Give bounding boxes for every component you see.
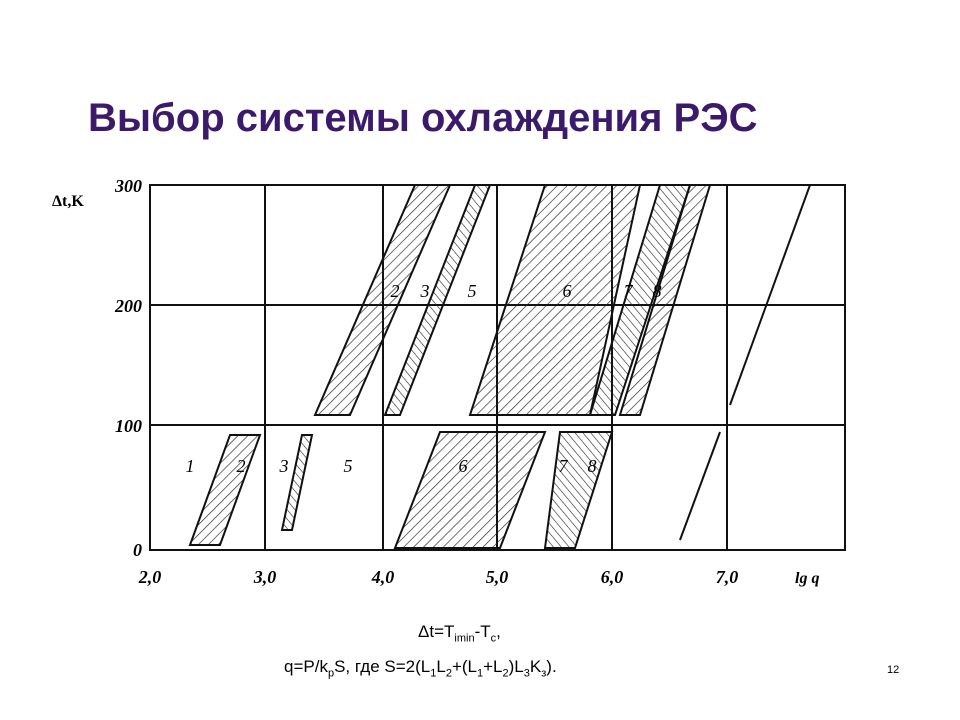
zone-label: 2 (391, 281, 400, 301)
x-tick-label: 7,0 (716, 567, 739, 587)
formula-text: -T (474, 622, 491, 641)
formula-text: )L (508, 657, 524, 676)
x-tick-label: 5,0 (486, 567, 509, 587)
zone-label: 3 (279, 456, 289, 476)
slide-title: Выбор системы охлаждения РЭС (88, 96, 758, 140)
subscript: p (327, 667, 335, 680)
formula-text: Δt=T (418, 622, 455, 641)
zone-label: 5 (344, 456, 353, 476)
subscript: 2 (502, 667, 509, 680)
zone-label: 6 (459, 456, 468, 476)
zone-label: 8 (653, 281, 662, 301)
y-tick-label: 200 (114, 296, 142, 316)
x-axis-label: lg q (795, 570, 819, 587)
subscript: 1 (430, 667, 437, 680)
subscript: 1 (477, 667, 484, 680)
formula-text: , (496, 622, 501, 641)
subscript: c (490, 632, 497, 645)
zones (188, 184, 811, 549)
y-axis-label: Δt,K (52, 193, 84, 210)
zone-label: 1 (186, 456, 195, 476)
formula: Δt=Timin-Tc, (418, 622, 501, 644)
zone-label: 7 (559, 456, 569, 476)
zone-label: 8 (588, 456, 597, 476)
zone-label: 7 (624, 281, 634, 301)
page-number: 12 (887, 664, 900, 676)
y-tick-label: 0 (133, 540, 142, 560)
grid (149, 184, 846, 551)
x-tick-label: 2,0 (138, 567, 162, 587)
formula-text: K (529, 657, 542, 676)
subscript: з (541, 667, 547, 680)
formula-text: S, где S=2(L (334, 657, 431, 676)
formula-text: ). (546, 657, 557, 676)
x-tick-label: 6,0 (601, 567, 624, 587)
y-tick-label: 300 (114, 176, 142, 196)
subscript: 3 (523, 667, 530, 680)
formula-text: +(L (451, 657, 477, 676)
zone-label: 2 (237, 456, 246, 476)
zone-label: 3 (420, 281, 430, 301)
subscript: 2 (445, 667, 452, 680)
subscript: imin (454, 632, 475, 645)
x-tick-label: 4,0 (371, 567, 395, 587)
formula-text: L (436, 657, 446, 676)
formula: q=P/kpS, где S=2(L1L2+(L1+L2)L3Kз). (284, 657, 557, 679)
y-tick-label: 100 (115, 416, 142, 436)
zone-label: 5 (468, 281, 477, 301)
x-tick-label: 3,0 (253, 567, 277, 587)
formula-text: +L (483, 657, 503, 676)
zone-label: 6 (563, 281, 572, 301)
formula-text: q=P/k (284, 657, 328, 676)
